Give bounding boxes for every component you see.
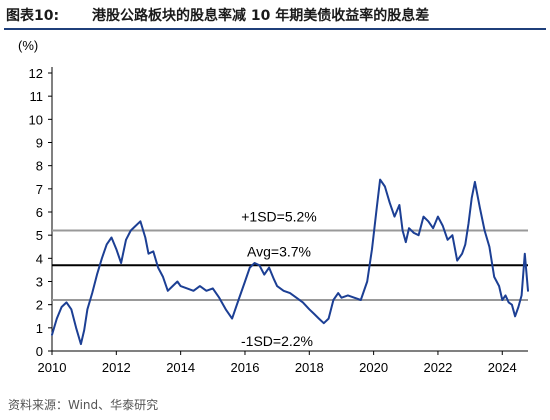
reference-line-label: +1SD=5.2% — [241, 209, 317, 225]
chart-area: (%) 0 1 2 3 4 5 6 7 8 9 10 11 12 2010 2012 2014 2016 201… — [0, 30, 550, 390]
x-tick-label: 2022 — [423, 360, 452, 375]
x-axis-ticks: 2010 2012 2014 2016 2018 2020 2022 2024 — [38, 351, 517, 375]
x-tick-label: 2016 — [231, 360, 260, 375]
y-tick-label: 11 — [30, 89, 44, 104]
y-tick-label: 5 — [36, 228, 43, 243]
y-tick-label: 7 — [36, 182, 43, 197]
y-tick-label: 8 — [36, 159, 43, 174]
y-tick-label: 6 — [36, 205, 43, 220]
figure-header: 图表10: 港股公路板块的股息率减 10 年期美债收益率的股息差 — [0, 0, 550, 30]
x-tick-label: 2012 — [102, 360, 131, 375]
reference-line-label: Avg=3.7% — [247, 243, 311, 259]
x-tick-label: 2020 — [359, 360, 388, 375]
x-tick-label: 2024 — [488, 360, 517, 375]
axes — [51, 67, 528, 352]
x-tick-label: 2014 — [166, 360, 195, 375]
x-tick-label: 2010 — [38, 360, 67, 375]
y-tick-label: 4 — [36, 251, 43, 266]
figure-number: 图表10: — [6, 8, 60, 24]
reference-lines — [52, 229, 528, 302]
y-tick-label: 3 — [36, 275, 43, 290]
y-tick-label: 9 — [36, 136, 43, 151]
x-tick-label: 2018 — [295, 360, 324, 375]
y-tick-label: 10 — [29, 112, 43, 127]
y-tick-label: 2 — [36, 298, 43, 313]
dividend-spread-series-line — [51, 178, 529, 346]
reference-labels: +1SD=5.2% Avg=3.7% -1SD=2.2% — [241, 209, 317, 349]
y-unit-label: (%) — [18, 38, 38, 53]
series-layer — [51, 178, 529, 346]
y-tick-label: 1 — [36, 321, 43, 336]
figure-title: 港股公路板块的股息率减 10 年期美债收益率的股息差 — [92, 8, 430, 24]
title-underline — [4, 28, 546, 30]
source-note: 资料来源：Wind、华泰研究 — [8, 398, 159, 412]
y-tick-label: 0 — [36, 344, 43, 359]
y-tick-label: 12 — [29, 66, 43, 81]
reference-line-label: -1SD=2.2% — [241, 333, 313, 349]
